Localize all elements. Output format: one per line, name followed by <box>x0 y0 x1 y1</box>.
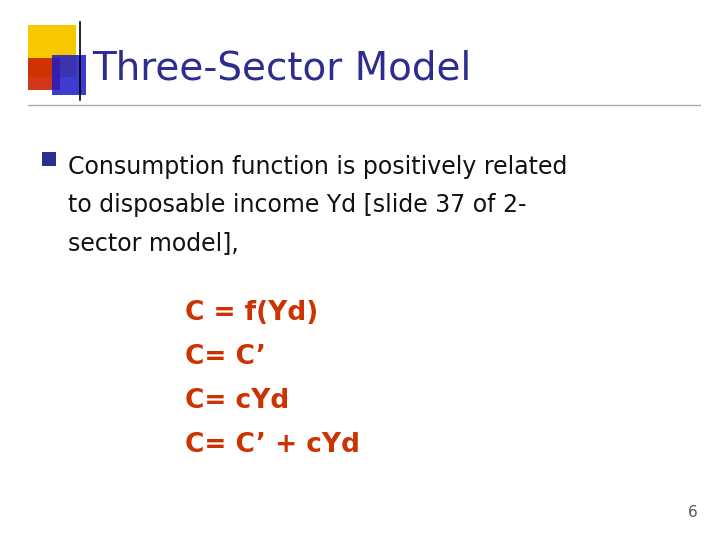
Text: 6: 6 <box>688 505 698 520</box>
Text: sector model],: sector model], <box>68 231 239 255</box>
Bar <box>28 58 60 90</box>
Text: C= cYd: C= cYd <box>185 388 289 414</box>
Bar <box>28 25 76 77</box>
Text: C = f(Yd): C = f(Yd) <box>185 300 318 326</box>
Text: Three-Sector Model: Three-Sector Model <box>92 49 472 87</box>
Text: C= C’: C= C’ <box>185 344 266 370</box>
Bar <box>52 55 86 95</box>
Text: Consumption function is positively related: Consumption function is positively relat… <box>68 155 567 179</box>
Bar <box>42 152 56 166</box>
Text: C= C’ + cYd: C= C’ + cYd <box>185 432 360 458</box>
Text: to disposable income Yd [slide 37 of 2-: to disposable income Yd [slide 37 of 2- <box>68 193 526 217</box>
